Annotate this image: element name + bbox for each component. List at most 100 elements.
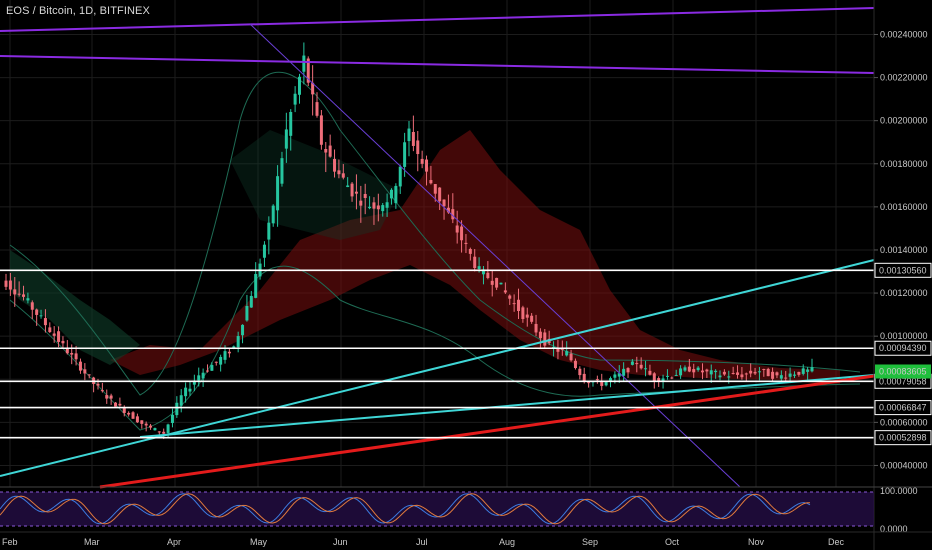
x-tick-label: Apr: [167, 537, 181, 547]
red-support-line: [99, 374, 875, 489]
stoch-k-line: [0, 493, 811, 525]
candle-body: [118, 403, 122, 406]
candle-body: [267, 222, 271, 240]
candle-body: [587, 382, 591, 384]
candle-body: [179, 395, 183, 406]
candle-body: [389, 189, 393, 199]
candle-body: [350, 183, 354, 197]
level-label-text: 0.00079058: [879, 376, 927, 386]
candle-body: [582, 373, 586, 382]
candle-body: [740, 374, 744, 378]
candle-body: [74, 353, 78, 360]
y-tick-label: 0.00140000: [880, 245, 928, 255]
candle-body: [622, 368, 626, 376]
candle-body: [525, 314, 529, 318]
candle-body: [709, 370, 713, 375]
candle-body: [617, 373, 621, 377]
candle-body: [451, 209, 455, 220]
candle-body: [530, 315, 534, 322]
candle-body: [635, 363, 639, 365]
candle-body: [416, 140, 420, 155]
candle-body: [13, 289, 17, 295]
candle-body: [670, 377, 674, 379]
candle-body: [512, 303, 516, 305]
candle-body: [162, 431, 166, 434]
candle-body: [644, 368, 648, 370]
candle-body: [775, 372, 779, 376]
level-label-text: 0.00094390: [879, 343, 927, 353]
candle-body: [679, 368, 683, 376]
candle-body: [315, 102, 319, 116]
candle-body: [718, 375, 722, 378]
candle-body: [499, 282, 503, 285]
candle-body: [626, 368, 630, 373]
candle-body: [135, 416, 139, 423]
candle-body: [254, 273, 258, 298]
candle-body: [481, 269, 485, 275]
candle-body: [368, 206, 372, 209]
candle-body: [508, 295, 512, 299]
candle-body: [473, 256, 477, 269]
candle-body: [420, 158, 424, 164]
candle-body: [753, 371, 757, 374]
candle-body: [206, 370, 209, 372]
candle-body: [201, 372, 205, 379]
candle-body: [749, 370, 753, 374]
candle-body: [359, 200, 363, 206]
candle-body: [184, 387, 188, 397]
candle-body: [486, 272, 490, 279]
y-tick-label: 0.00040000: [880, 460, 928, 470]
candle-body: [22, 294, 26, 297]
y-tick-label: 0.00060000: [880, 417, 928, 427]
y-tick-label: 0.00160000: [880, 202, 928, 212]
candle-body: [61, 340, 65, 344]
candle-body: [407, 128, 411, 142]
candle-body: [495, 277, 499, 288]
candle-body: [477, 266, 481, 269]
candle-body: [8, 280, 12, 290]
candle-body: [442, 199, 446, 207]
candle-body: [306, 58, 310, 83]
candle-body: [372, 202, 376, 209]
candle-body: [744, 373, 748, 375]
candle-body: [157, 431, 161, 433]
candle-body: [376, 205, 380, 210]
candle-body: [517, 299, 521, 312]
current-price-box: [875, 364, 931, 379]
candle-body: [114, 402, 118, 407]
y-tick-label: 0.00100000: [880, 331, 928, 341]
candle-body: [140, 420, 144, 424]
candle-body: [438, 187, 442, 202]
candle-body: [276, 176, 280, 211]
candle-body: [249, 295, 253, 308]
candle-body: [398, 166, 402, 187]
candle-body: [149, 425, 153, 428]
candle-body: [674, 375, 678, 377]
x-tick-label: Jun: [333, 537, 348, 547]
candle-body: [683, 367, 687, 371]
candle-body: [411, 131, 415, 146]
candle-body: [692, 369, 696, 373]
candle-body: [543, 332, 547, 346]
candle-body: [83, 369, 87, 374]
candle-body: [214, 361, 218, 363]
candle-body: [736, 372, 740, 375]
level-label-box: [874, 430, 932, 446]
candle-body: [166, 424, 170, 433]
candle-body: [810, 367, 814, 372]
y-tick-label: 0.00120000: [880, 288, 928, 298]
candle-body: [394, 185, 398, 204]
x-tick-label: Aug: [499, 537, 515, 547]
candle-body: [460, 226, 464, 241]
candle-body: [57, 331, 61, 342]
candle-body: [455, 225, 459, 233]
candle-body: [595, 379, 599, 381]
candle-body: [604, 381, 608, 386]
candle-body: [573, 360, 577, 369]
candle-body: [385, 202, 389, 208]
candle-body: [425, 159, 429, 172]
candle-body: [78, 361, 82, 371]
candle-body: [696, 367, 700, 371]
candle-body: [333, 158, 337, 172]
